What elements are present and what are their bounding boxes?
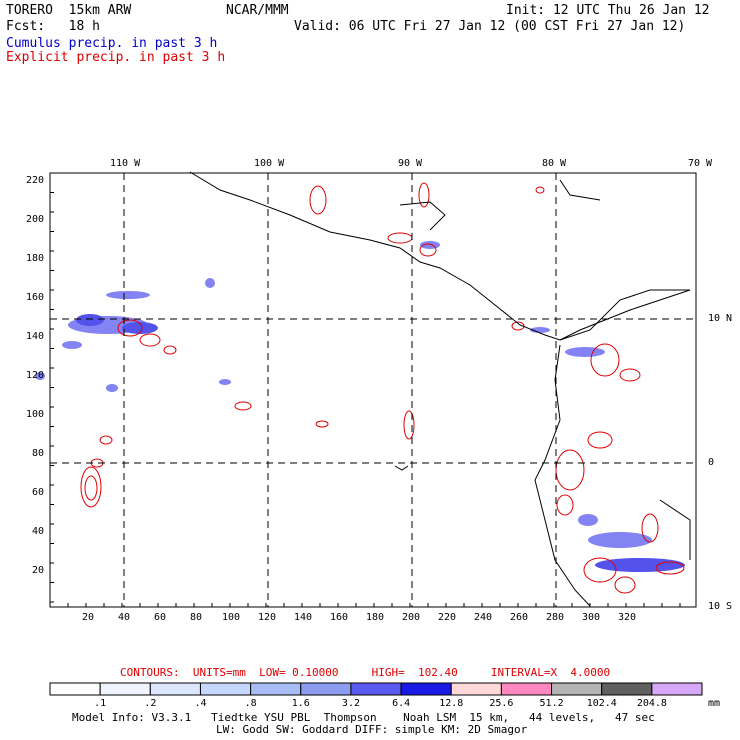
colorbar-level-label: 1.6 xyxy=(291,698,310,709)
explicit-precip-contours xyxy=(80,182,685,594)
model-info: Model Info: V3.3.1 Tiedtke YSU PBL Thomp… xyxy=(72,711,655,724)
colorbar-swatch xyxy=(250,682,302,696)
x-tick-label: 160 xyxy=(330,612,349,623)
contours-info: CONTOURS: UNITS=mm LOW= 0.10000 HIGH= 10… xyxy=(120,666,611,679)
x-tick-label: 80 xyxy=(190,612,203,623)
init-time: Init: 12 UTC Thu 26 Jan 12 xyxy=(506,3,710,18)
x-tick-label: 220 xyxy=(438,612,457,623)
colorbar-swatch xyxy=(400,682,452,696)
lat-label-0: 0 xyxy=(708,457,715,468)
y-tick-label: 40 xyxy=(32,526,45,537)
colorbar-swatch xyxy=(99,682,151,696)
plot-frame xyxy=(49,172,697,608)
colorbar-level-label: 51.2 xyxy=(539,698,564,709)
colorbar-swatch xyxy=(350,682,402,696)
colorbar-level-label: 6.4 xyxy=(392,698,411,709)
colorbar-swatch xyxy=(551,682,603,696)
y-tick-label: 180 xyxy=(26,253,45,264)
x-tick-label: 320 xyxy=(618,612,637,623)
lon-label-110w: 110 W xyxy=(110,158,141,169)
physics-info: LW: Godd SW: Goddard DIFF: simple KM: 2D… xyxy=(216,723,528,736)
x-tick-label: 140 xyxy=(294,612,313,623)
colorbar-swatch xyxy=(199,682,252,696)
lon-label-100w: 100 W xyxy=(254,158,285,169)
x-tick-label: 240 xyxy=(474,612,493,623)
colorbar-swatch xyxy=(450,682,502,696)
colorbar-level-label: 3.2 xyxy=(341,698,360,709)
y-tick-label: 160 xyxy=(26,292,45,303)
colorbar-level-label: 102.4 xyxy=(586,698,617,709)
lat-label-10n: 10 N xyxy=(708,313,733,324)
x-tick-label: 180 xyxy=(366,612,385,623)
colorbar-swatch xyxy=(149,682,201,696)
explicit-legend: Explicit precip. in past 3 h xyxy=(6,50,226,65)
lat-lon-grid xyxy=(50,173,696,607)
y-tick-label: 80 xyxy=(32,448,45,459)
colorbar xyxy=(49,682,703,696)
colorbar-level-label: .4 xyxy=(194,698,207,709)
x-tick-label: 20 xyxy=(82,612,95,623)
y-tick-label: 220 xyxy=(26,175,45,186)
x-tick-label: 60 xyxy=(154,612,167,623)
y-tick-label: 20 xyxy=(32,565,45,576)
cumulus-precip-areas xyxy=(35,241,685,572)
x-tick-label: 100 xyxy=(222,612,241,623)
colorbar-level-label: .2 xyxy=(144,698,157,709)
colorbar-level-label: 12.8 xyxy=(439,698,464,709)
colorbar-swatch xyxy=(49,682,101,696)
forecast-hour: Fcst: 18 h xyxy=(6,19,100,34)
colorbar-swatch xyxy=(300,682,352,696)
x-tick-label: 200 xyxy=(402,612,421,623)
x-tick-label: 300 xyxy=(582,612,601,623)
y-tick-label: 100 xyxy=(26,409,45,420)
coastlines xyxy=(189,171,691,607)
axis-ticks xyxy=(49,172,681,607)
colorbar-level-label: .8 xyxy=(244,698,257,709)
model-title: TORERO 15km ARW xyxy=(6,3,132,18)
x-tick-label: 120 xyxy=(258,612,277,623)
y-tick-label: 140 xyxy=(26,331,45,342)
lon-label-70w: 70 W xyxy=(688,158,713,169)
x-tick-label: 280 xyxy=(546,612,565,623)
org-label: NCAR/MMM xyxy=(226,3,289,18)
y-tick-label: 120 xyxy=(26,370,45,381)
y-tick-label: 200 xyxy=(26,214,45,225)
x-tick-label: 260 xyxy=(510,612,529,623)
colorbar-level-label: 25.6 xyxy=(489,698,514,709)
lon-label-80w: 80 W xyxy=(542,158,567,169)
colorbar-level-label: .1 xyxy=(94,698,107,709)
colorbar-level-label: 204.8 xyxy=(636,698,667,709)
colorbar-swatch xyxy=(601,682,653,696)
colorbar-unit: mm xyxy=(708,698,721,709)
x-tick-label: 40 xyxy=(118,612,131,623)
lon-label-90w: 90 W xyxy=(398,158,423,169)
y-tick-label: 60 xyxy=(32,487,45,498)
colorbar-labels: .1 .2 .4 .8 1.6 3.2 6.4 12.8 25.6 51.2 102.4 204.8 xyxy=(0,698,740,710)
colorbar-swatch xyxy=(651,682,703,696)
colorbar-swatch xyxy=(500,682,553,696)
valid-time: Valid: 06 UTC Fri 27 Jan 12 (00 CST Fri … xyxy=(294,19,686,34)
cumulus-legend: Cumulus precip. in past 3 h xyxy=(6,36,218,51)
lat-label-10s: 10 S xyxy=(708,601,733,612)
